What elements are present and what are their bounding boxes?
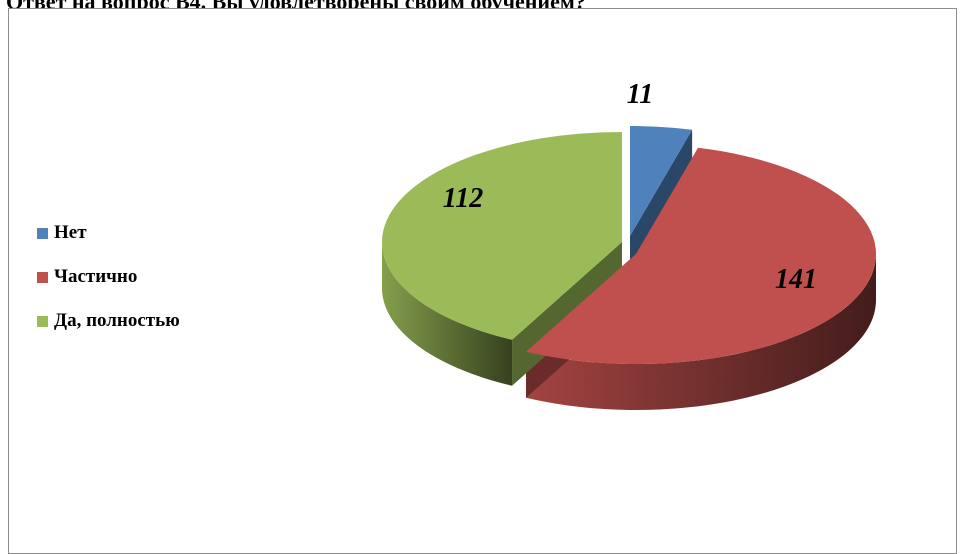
legend-item-net: Нет: [37, 222, 180, 244]
legend-swatch-chastichno: [37, 271, 48, 283]
legend-label-net: Нет: [54, 222, 87, 243]
pie-slice-chastichno: [526, 147, 876, 364]
legend-label-chastichno: Частично: [54, 266, 138, 287]
data-label-net: 11: [627, 79, 653, 110]
pie-slice-polnostyu: [382, 132, 622, 340]
legend-item-chastichno: Частично: [37, 266, 180, 288]
pie-slice-net: [630, 126, 693, 236]
legend-swatch-polnostyu: [37, 315, 48, 327]
legend-label-polnostyu: Да, полностью: [54, 310, 180, 331]
legend: Нет Частично Да, полностью: [37, 222, 180, 354]
pie-side-chastichno: [526, 254, 876, 410]
legend-item-polnostyu: Да, полностью: [37, 310, 180, 332]
legend-swatch-net: [37, 227, 48, 239]
data-label-polnostyu: 112: [443, 183, 483, 214]
data-label-chastichno: 141: [775, 264, 817, 295]
pie-side-polnostyu: [382, 242, 513, 386]
